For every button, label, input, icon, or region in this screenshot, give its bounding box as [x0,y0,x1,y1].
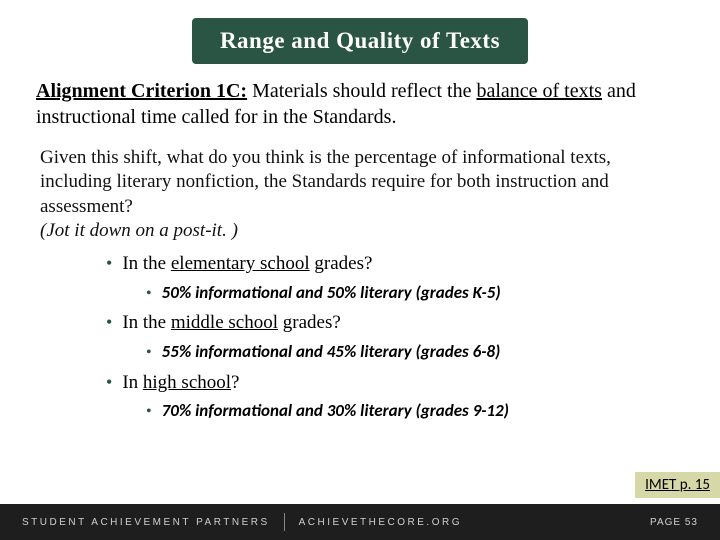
imet-ref: IMET p. 15 [635,472,720,498]
answer-row: 70% informational and 30% literary (grad… [146,398,684,425]
grade-prefix: In the [122,312,171,333]
page-number: PAGE 53 [650,517,698,528]
bullet-icon [106,253,122,274]
grade-list: In the elementary school grades? 50% inf… [106,251,684,425]
criterion-underlined: balance of texts [476,80,602,102]
shift-line1: Given this shift, what do you think is t… [40,147,611,217]
grade-answer: 55% informational and 45% literary (grad… [162,341,501,362]
shift-line2: (Jot it down on a post-it. ) [40,220,238,241]
alignment-criterion: Alignment Criterion 1C: Materials should… [36,78,684,130]
grade-underline: high school [143,372,231,393]
list-item: In the elementary school grades? 50% inf… [106,251,684,306]
answer-row: 55% informational and 45% literary (grad… [146,339,684,366]
grade-underline: elementary school [171,253,310,274]
bullet-icon [146,341,162,362]
grade-suffix: grades? [310,253,373,274]
bullet-icon [106,312,122,333]
list-item: In the middle school grades? 55% informa… [106,310,684,365]
criterion-body1: Materials should reflect the [247,80,476,102]
shift-question: Given this shift, what do you think is t… [40,146,680,243]
grade-answer: 50% informational and 50% literary (grad… [162,282,501,303]
grade-suffix: ? [231,372,239,393]
bullet-icon [106,372,122,393]
footer-org: STUDENT ACHIEVEMENT PARTNERS [22,517,270,528]
footer-site: ACHIEVETHECORE.ORG [299,517,462,528]
slide-title: Range and Quality of Texts [220,28,500,53]
list-item: In high school? 70% informational and 30… [106,370,684,425]
grade-answer: 70% informational and 30% literary (grad… [162,400,509,421]
grade-suffix: grades? [278,312,341,333]
slide: Range and Quality of Texts Alignment Cri… [0,0,720,540]
bullet-icon [146,282,162,303]
bullet-icon [146,400,162,421]
answer-row: 50% informational and 50% literary (grad… [146,280,684,307]
slide-title-box: Range and Quality of Texts [192,18,528,64]
grade-underline: middle school [171,312,278,333]
criterion-lead: Alignment Criterion 1C: [36,80,247,102]
footer: STUDENT ACHIEVEMENT PARTNERS ACHIEVETHEC… [0,504,720,540]
footer-divider [284,513,285,531]
grade-prefix: In the [122,253,171,274]
grade-prefix: In [122,372,143,393]
content-area: Alignment Criterion 1C: Materials should… [0,78,720,540]
